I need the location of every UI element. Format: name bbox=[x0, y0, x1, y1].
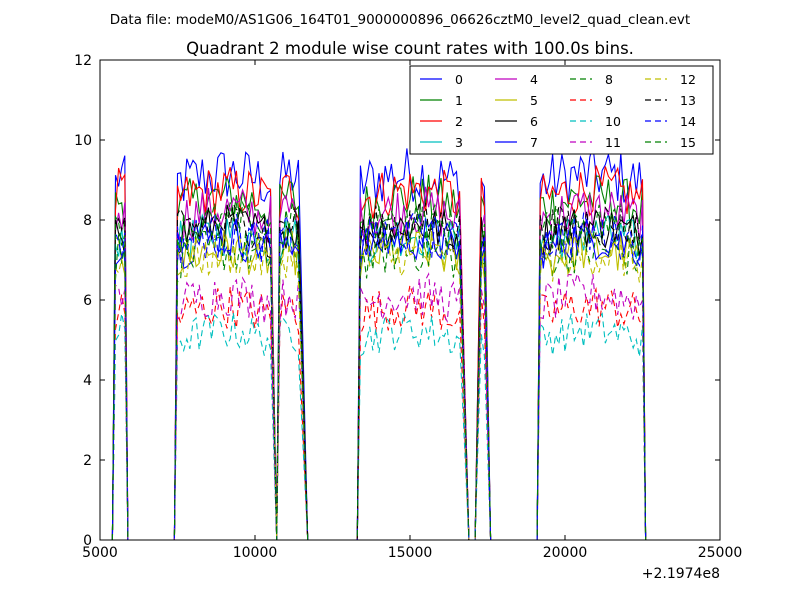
legend-label-2: 2 bbox=[455, 114, 463, 129]
plot-lines bbox=[111, 145, 647, 540]
x-axis: 5000 10000 15000 20000 25000 bbox=[82, 60, 742, 561]
legend-label-9: 9 bbox=[605, 93, 613, 108]
x-tick-label: 5000 bbox=[82, 545, 118, 561]
series-line-12 bbox=[111, 234, 647, 540]
y-tick-label: 12 bbox=[74, 53, 92, 69]
legend-label-10: 10 bbox=[605, 114, 621, 129]
legend-label-13: 13 bbox=[680, 93, 696, 108]
legend-label-12: 12 bbox=[680, 72, 696, 87]
y-tick-label: 10 bbox=[74, 133, 92, 149]
series-line-13 bbox=[111, 201, 647, 540]
series-line-2 bbox=[111, 165, 647, 540]
legend-label-15: 15 bbox=[680, 135, 696, 150]
y-tick-label: 4 bbox=[83, 373, 92, 389]
legend-label-6: 6 bbox=[530, 114, 538, 129]
series-line-9 bbox=[111, 285, 647, 540]
series-line-15 bbox=[111, 200, 647, 540]
y-tick-label: 2 bbox=[83, 453, 92, 469]
y-tick-label: 0 bbox=[83, 533, 92, 549]
series-line-4 bbox=[111, 186, 647, 540]
chart-title: Quadrant 2 module wise count rates with … bbox=[186, 39, 634, 58]
legend-box bbox=[409, 65, 714, 155]
legend-label-4: 4 bbox=[530, 72, 538, 87]
series-line-10 bbox=[111, 312, 647, 540]
y-tick-label: 8 bbox=[83, 213, 92, 229]
x-tick-label: 10000 bbox=[233, 545, 278, 561]
legend-label-1: 1 bbox=[455, 93, 463, 108]
x-tick-label: 25000 bbox=[698, 545, 743, 561]
x-tick-label: 20000 bbox=[543, 545, 588, 561]
y-tick-label: 6 bbox=[83, 293, 92, 309]
legend-label-5: 5 bbox=[530, 93, 538, 108]
series-line-8 bbox=[111, 227, 647, 540]
legend-label-7: 7 bbox=[530, 135, 538, 150]
series-line-7 bbox=[111, 217, 647, 540]
series-line-0 bbox=[111, 145, 647, 540]
legend-label-8: 8 bbox=[605, 72, 613, 87]
x-tick-label: 15000 bbox=[388, 545, 433, 561]
chart-suptitle: Data file: modeM0/AS1G06_164T01_90000008… bbox=[110, 12, 690, 28]
legend-label-0: 0 bbox=[455, 72, 463, 87]
series-line-5 bbox=[111, 228, 647, 540]
legend-label-14: 14 bbox=[680, 114, 696, 129]
legend-label-3: 3 bbox=[455, 135, 463, 150]
x-offset-label: +2.1974e8 bbox=[642, 566, 720, 582]
series-line-11 bbox=[111, 271, 647, 540]
legend-label-11: 11 bbox=[605, 135, 621, 150]
